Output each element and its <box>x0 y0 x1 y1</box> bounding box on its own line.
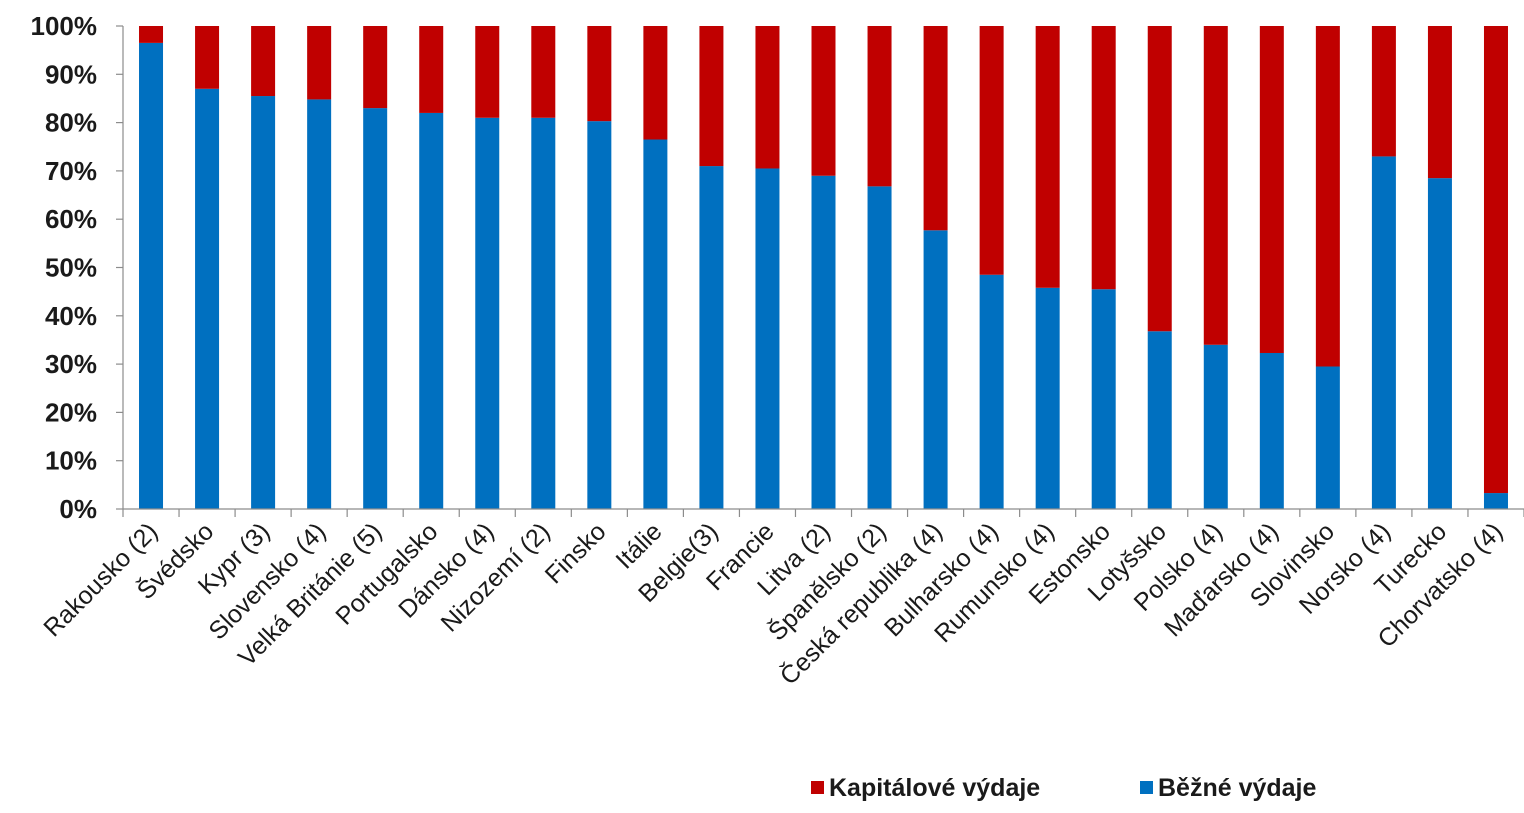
bar-bezne-7 <box>531 117 556 510</box>
bar-kapitalove-6 <box>475 26 500 118</box>
bar-bezne-9 <box>643 139 668 509</box>
bar-kapitalove-17 <box>1091 26 1116 290</box>
bar-kapitalove-1 <box>195 26 220 89</box>
bar-kapitalove-24 <box>1483 26 1508 494</box>
y-axis: 0% 10% 20% 30% 40% 50% 60% 70% 80% 90% 100% <box>31 11 124 524</box>
bar-bezne-15 <box>979 274 1004 509</box>
bar-kapitalove-19 <box>1203 26 1228 345</box>
bar-kapitalove-10 <box>699 26 724 167</box>
bar-kapitalove-2 <box>251 26 276 97</box>
y-tick-label: 60% <box>45 204 97 234</box>
bar-kapitalove-5 <box>419 26 444 113</box>
bar-bezne-8 <box>587 121 612 509</box>
y-tick-label: 0% <box>59 494 97 524</box>
bar-bezne-14 <box>923 230 948 509</box>
x-tick-label: Finsko <box>540 517 612 589</box>
bar-bezne-21 <box>1315 366 1340 509</box>
y-tick-label: 50% <box>45 253 97 283</box>
y-tick-label: 10% <box>45 446 97 476</box>
bars <box>139 26 1508 510</box>
legend: Kapitálové výdaje Běžné výdaje <box>811 774 1317 802</box>
y-tick-label: 90% <box>45 59 97 89</box>
bar-kapitalove-18 <box>1147 26 1172 332</box>
bar-kapitalove-22 <box>1371 26 1396 157</box>
y-tick-label: 20% <box>45 397 97 427</box>
bar-kapitalove-7 <box>531 26 556 118</box>
bar-bezne-23 <box>1427 178 1452 509</box>
bar-kapitalove-8 <box>587 26 612 122</box>
bar-bezne-24 <box>1483 493 1508 509</box>
y-tick-label: 40% <box>45 301 97 331</box>
legend-label: Kapitálové výdaje <box>829 774 1040 802</box>
legend-swatch <box>811 781 824 794</box>
bar-kapitalove-12 <box>811 26 836 176</box>
y-tick-label: 70% <box>45 156 97 186</box>
bar-kapitalove-16 <box>1035 26 1060 288</box>
bar-kapitalove-14 <box>923 26 948 231</box>
bar-bezne-3 <box>307 99 332 509</box>
bar-kapitalove-15 <box>979 26 1004 275</box>
bar-bezne-2 <box>251 96 276 509</box>
bar-kapitalove-3 <box>307 26 332 100</box>
y-tick-label: 30% <box>45 349 97 379</box>
bar-bezne-18 <box>1147 331 1172 509</box>
bar-bezne-1 <box>195 88 220 509</box>
bar-bezne-20 <box>1259 352 1284 509</box>
bar-kapitalove-21 <box>1315 26 1340 367</box>
bar-bezne-10 <box>699 166 724 509</box>
bar-bezne-11 <box>755 168 780 510</box>
bar-bezne-16 <box>1035 287 1060 509</box>
bar-kapitalove-23 <box>1427 26 1452 179</box>
bar-bezne-4 <box>363 108 388 510</box>
bar-bezne-12 <box>811 175 836 510</box>
bar-kapitalove-4 <box>363 26 388 109</box>
bar-bezne-19 <box>1203 344 1228 509</box>
bar-kapitalove-9 <box>643 26 668 140</box>
bar-bezne-6 <box>475 117 500 510</box>
bar-bezne-5 <box>419 112 444 509</box>
bar-kapitalove-0 <box>139 26 164 43</box>
bar-bezne-22 <box>1371 156 1396 509</box>
bar-kapitalove-20 <box>1259 26 1284 353</box>
bar-bezne-0 <box>139 42 164 509</box>
legend-swatch <box>1140 781 1153 794</box>
bar-bezne-17 <box>1091 289 1116 509</box>
y-tick-label: 100% <box>31 11 98 41</box>
bar-kapitalove-11 <box>755 26 780 169</box>
bar-bezne-13 <box>867 186 892 509</box>
bar-kapitalove-13 <box>867 26 892 187</box>
y-tick-label: 80% <box>45 108 97 138</box>
legend-label: Běžné výdaje <box>1158 774 1317 802</box>
